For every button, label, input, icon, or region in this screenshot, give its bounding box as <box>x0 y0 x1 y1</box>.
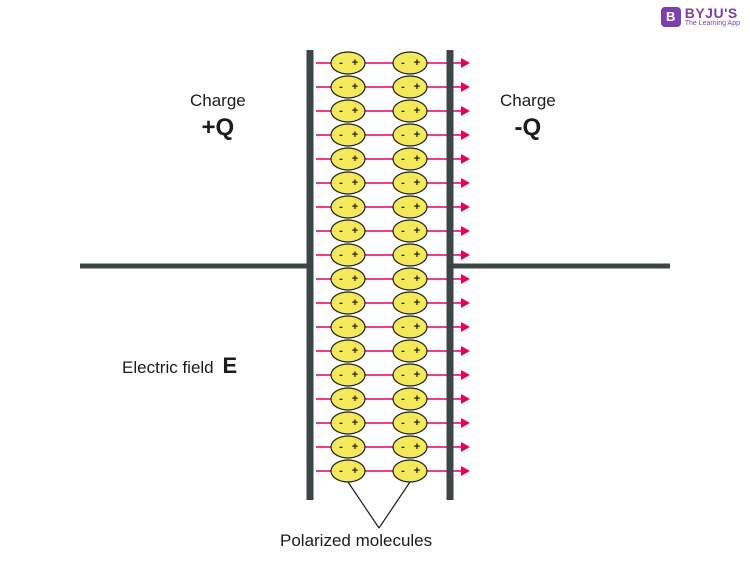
svg-text:+: + <box>414 81 420 93</box>
svg-text:-: - <box>339 105 343 117</box>
svg-text:-: - <box>339 345 343 357</box>
svg-text:-: - <box>339 225 343 237</box>
svg-text:-: - <box>401 465 405 477</box>
svg-text:+: + <box>414 57 420 69</box>
svg-text:+: + <box>414 225 420 237</box>
svg-text:-: - <box>401 417 405 429</box>
svg-text:+: + <box>414 297 420 309</box>
svg-text:-: - <box>401 321 405 333</box>
svg-text:+: + <box>352 369 358 381</box>
svg-text:-: - <box>339 417 343 429</box>
svg-text:-: - <box>401 225 405 237</box>
svg-text:-: - <box>401 105 405 117</box>
svg-text:+: + <box>352 177 358 189</box>
svg-text:-: - <box>401 369 405 381</box>
svg-text:-: - <box>339 369 343 381</box>
svg-text:-: - <box>401 201 405 213</box>
svg-text:-: - <box>401 177 405 189</box>
svg-text:+: + <box>414 153 420 165</box>
svg-text:+: + <box>414 129 420 141</box>
svg-text:+: + <box>352 321 358 333</box>
svg-text:+: + <box>414 465 420 477</box>
svg-text:+: + <box>352 225 358 237</box>
capacitor-diagram: -+-+-+-+-+-+-+-+-+-+-+-+-+-+-+-+-+-+-+-+… <box>0 0 750 566</box>
svg-text:-: - <box>401 81 405 93</box>
svg-text:-: - <box>401 441 405 453</box>
svg-text:+: + <box>414 393 420 405</box>
svg-text:-: - <box>401 57 405 69</box>
svg-text:+: + <box>414 201 420 213</box>
svg-text:-: - <box>339 129 343 141</box>
svg-text:+: + <box>414 441 420 453</box>
svg-text:-: - <box>401 153 405 165</box>
svg-text:-: - <box>339 441 343 453</box>
svg-text:+: + <box>352 273 358 285</box>
svg-text:+: + <box>414 273 420 285</box>
svg-text:-: - <box>401 273 405 285</box>
svg-text:+: + <box>352 153 358 165</box>
svg-text:-: - <box>339 321 343 333</box>
svg-text:-: - <box>339 393 343 405</box>
svg-text:-: - <box>401 297 405 309</box>
svg-text:+: + <box>352 249 358 261</box>
svg-text:+: + <box>352 201 358 213</box>
svg-text:-: - <box>339 153 343 165</box>
svg-text:-: - <box>339 201 343 213</box>
svg-text:-: - <box>339 297 343 309</box>
svg-text:+: + <box>414 249 420 261</box>
svg-text:+: + <box>352 345 358 357</box>
svg-text:-: - <box>401 393 405 405</box>
polarized-molecules: -+-+-+-+-+-+-+-+-+-+-+-+-+-+-+-+-+-+-+-+… <box>331 52 427 482</box>
svg-text:+: + <box>352 105 358 117</box>
svg-text:+: + <box>352 441 358 453</box>
svg-text:+: + <box>352 297 358 309</box>
svg-text:-: - <box>339 177 343 189</box>
svg-text:+: + <box>352 57 358 69</box>
svg-text:-: - <box>339 81 343 93</box>
svg-text:+: + <box>352 129 358 141</box>
svg-text:+: + <box>414 369 420 381</box>
svg-text:-: - <box>401 249 405 261</box>
svg-text:+: + <box>414 417 420 429</box>
svg-text:-: - <box>339 57 343 69</box>
svg-text:-: - <box>339 249 343 261</box>
svg-text:+: + <box>352 393 358 405</box>
svg-text:+: + <box>414 345 420 357</box>
svg-text:-: - <box>401 129 405 141</box>
svg-text:+: + <box>414 177 420 189</box>
svg-text:-: - <box>401 345 405 357</box>
svg-text:-: - <box>339 273 343 285</box>
svg-text:+: + <box>352 417 358 429</box>
svg-text:-: - <box>339 465 343 477</box>
svg-text:+: + <box>414 105 420 117</box>
svg-text:+: + <box>352 465 358 477</box>
svg-text:+: + <box>414 321 420 333</box>
svg-text:+: + <box>352 81 358 93</box>
